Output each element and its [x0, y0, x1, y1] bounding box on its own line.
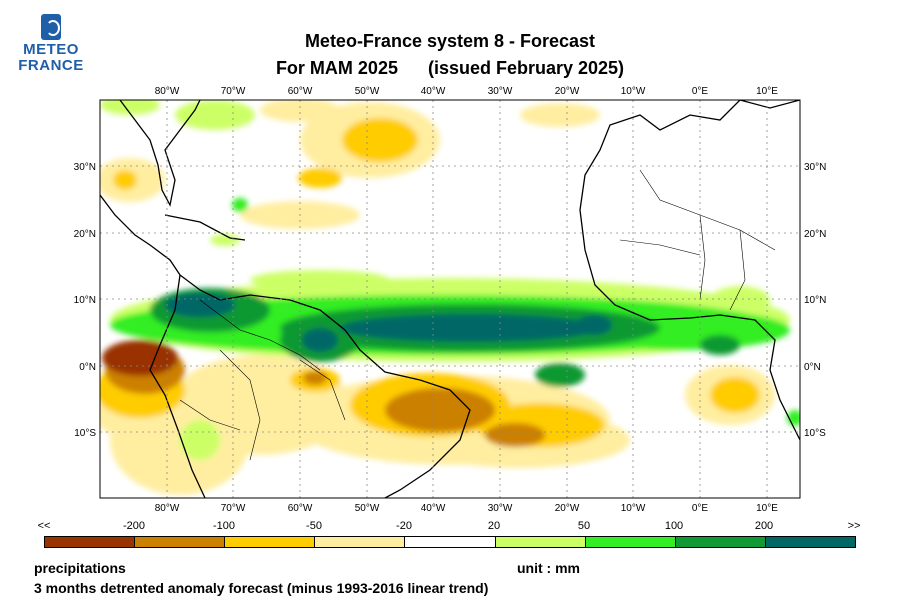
lon-label-bottom: 0°E: [692, 503, 709, 514]
issue-date: (issued February 2025): [427, 58, 625, 78]
anomaly-field: [100, 100, 800, 498]
legend-swatch: [45, 537, 136, 547]
lon-label-top: 10°E: [756, 86, 778, 97]
lon-label-top: 70°W: [221, 86, 246, 97]
lon-label-top: 80°W: [155, 86, 180, 97]
lat-label-right: 0°N: [804, 362, 821, 373]
lon-label-bottom: 80°W: [155, 503, 180, 514]
legend-tick-label: 20: [487, 520, 501, 532]
color-legend: [44, 536, 856, 548]
legend-swatch: [675, 537, 766, 547]
forecast-season: For MAM 2025: [275, 58, 398, 78]
legend-swatch: [765, 537, 855, 547]
page-subtitle: For MAM 2025 (issued February 2025): [0, 58, 900, 79]
lon-label-bottom: 60°W: [288, 503, 313, 514]
legend-tick-label: 200: [754, 520, 774, 532]
legend-tick-label: 50: [577, 520, 591, 532]
legend-tick-label: -100: [212, 520, 236, 532]
variable-label: precipitations: [34, 560, 126, 576]
country-borders: [179, 169, 776, 461]
legend-swatch: [405, 537, 496, 547]
lon-label-bottom: 10°E: [756, 503, 778, 514]
legend-swatch: [135, 537, 226, 547]
logo-text-meteo: METEO: [23, 41, 79, 58]
unit-label: unit : mm: [517, 560, 580, 576]
legend-swatch: [315, 537, 406, 547]
map-frame: [99, 99, 801, 499]
lat-label-right: 10°N: [804, 295, 826, 306]
legend-swatch: [495, 537, 586, 547]
lon-label-bottom: 40°W: [421, 503, 446, 514]
meteo-france-logo: METEO FRANCE: [16, 14, 86, 74]
legend-tick-label: -200: [122, 520, 146, 532]
lon-label-bottom: 50°W: [355, 503, 380, 514]
lon-label-top: 0°E: [692, 86, 709, 97]
lat-label-left: 10°S: [74, 428, 96, 439]
legend-swatch: [225, 537, 316, 547]
legend-tick-label: <<: [37, 520, 51, 532]
lon-label-top: 20°W: [555, 86, 580, 97]
logo-emblem-icon: [41, 14, 61, 40]
logo-text-france: FRANCE: [18, 57, 84, 74]
legend-tick-label: >>: [847, 520, 861, 532]
lon-label-bottom: 30°W: [488, 503, 513, 514]
lon-label-bottom: 70°W: [221, 503, 246, 514]
lat-label-right: 20°N: [804, 229, 826, 240]
legend-tick-label: -50: [306, 520, 322, 532]
legend-swatch: [585, 537, 676, 547]
legend-tick-label: 100: [664, 520, 684, 532]
lon-label-top: 30°W: [488, 86, 513, 97]
legend-tick-label: -20: [396, 520, 412, 532]
lon-label-top: 60°W: [288, 86, 313, 97]
graticule: [100, 100, 800, 498]
lat-label-left: 0°N: [79, 362, 96, 373]
lat-label-left: 30°N: [74, 162, 96, 173]
lat-label-right: 10°S: [804, 428, 826, 439]
forecast-description: 3 months detrented anomaly forecast (min…: [34, 580, 489, 596]
lat-label-right: 30°N: [804, 162, 826, 173]
lon-label-bottom: 20°W: [555, 503, 580, 514]
lon-label-top: 50°W: [355, 86, 380, 97]
lon-label-top: 40°W: [421, 86, 446, 97]
lat-label-left: 20°N: [74, 229, 96, 240]
page-title: Meteo-France system 8 - Forecast: [304, 31, 596, 51]
lat-label-left: 10°N: [74, 295, 96, 306]
lon-label-top: 10°W: [621, 86, 646, 97]
lon-label-bottom: 10°W: [621, 503, 646, 514]
coastlines: [100, 100, 800, 498]
